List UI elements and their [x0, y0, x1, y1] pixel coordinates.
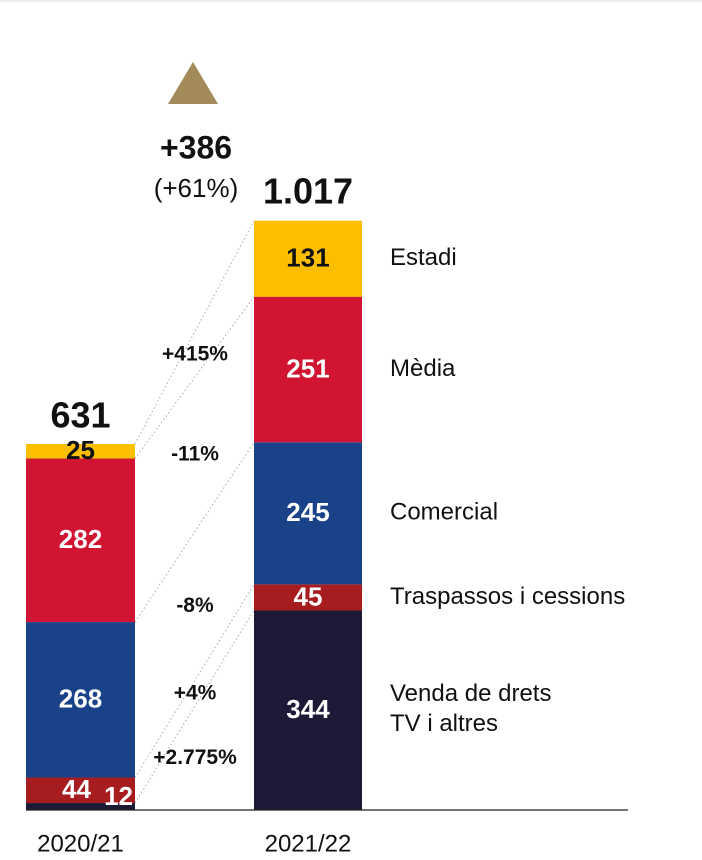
change-label: -11%: [171, 442, 219, 465]
connector: [134, 610, 255, 804]
connector: [134, 296, 255, 459]
segment-label: 131: [286, 243, 329, 273]
connector: [134, 220, 255, 445]
bar-segment: [26, 622, 135, 778]
legend-label: Venda de drets TV i altres: [390, 681, 558, 738]
x-tick-label: 2020/21: [37, 830, 124, 857]
bar-segment: [26, 777, 135, 804]
connector: [134, 584, 255, 778]
difference: +386: [160, 129, 232, 165]
x-tick-label: 2021/22: [265, 830, 352, 857]
legend-label: Mèdia: [390, 355, 456, 382]
bar-segment: [254, 220, 362, 297]
bar-segment: [26, 803, 135, 810]
legend-label: Estadi: [390, 244, 457, 271]
bar-segment: [26, 444, 135, 459]
legend-label: Comercial: [390, 499, 498, 526]
bar-segment: [254, 610, 362, 810]
change-label: +4%: [174, 681, 217, 704]
change-label: +415%: [162, 343, 228, 366]
segment-label: 12: [104, 781, 133, 811]
total-label: 1.017: [263, 171, 353, 212]
bar-segment: [254, 442, 362, 585]
up-triangle: [168, 62, 218, 104]
segment-label: 251: [286, 353, 329, 383]
legend-label: Traspassos i cessions: [390, 583, 625, 610]
segment-label: 245: [286, 497, 329, 527]
bar-segment: [254, 584, 362, 611]
segment-label: 44: [62, 774, 91, 804]
segment-label: 268: [59, 684, 102, 714]
total-label: 631: [50, 395, 110, 436]
segment-label: 45: [294, 581, 323, 611]
segment-label: 344: [286, 694, 330, 724]
segment-label: 25: [66, 435, 95, 465]
bar-segment: [254, 296, 362, 443]
change-label: -8%: [176, 594, 214, 617]
segment-label: 282: [59, 524, 102, 554]
difference-percent: (+61%): [154, 173, 239, 203]
change-label: +2.775%: [153, 746, 237, 769]
bar-segment: [26, 458, 135, 623]
